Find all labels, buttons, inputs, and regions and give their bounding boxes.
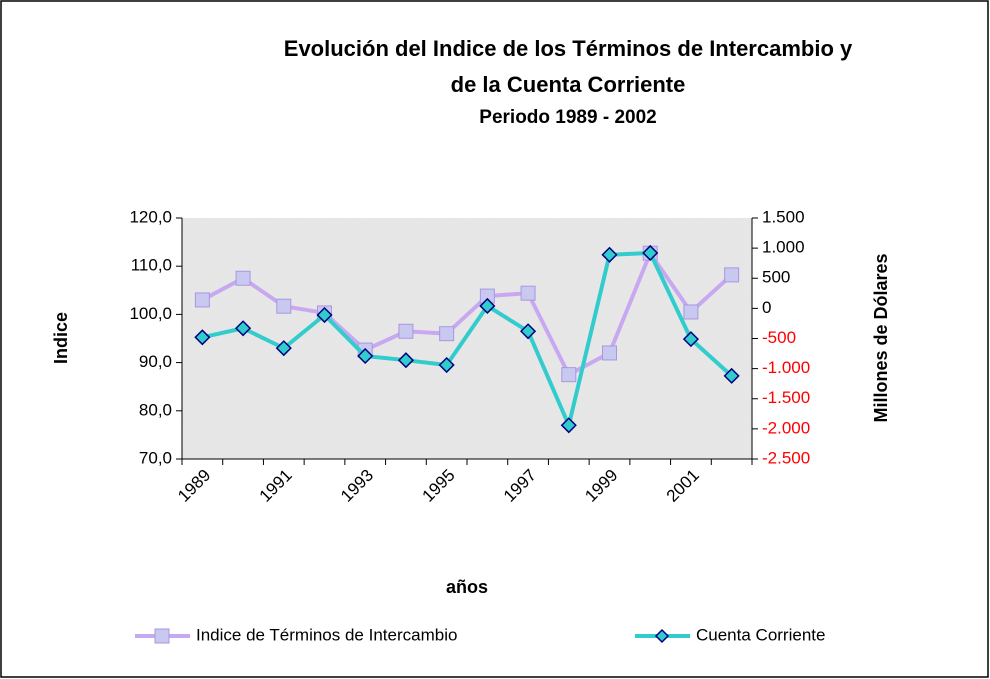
marker [194,329,211,346]
y2-tick-label: 1.500 [762,207,805,226]
marker [397,352,414,369]
marker [561,367,577,383]
y2-tick-label: -1.500 [762,388,810,407]
legend-label: Cuenta Corriente [696,625,825,644]
chart-subtitle: Periodo 1989 - 2002 [479,107,656,128]
marker [438,356,455,374]
marker [682,331,699,348]
marker [479,297,496,315]
y2-tick-label: 1.000 [762,238,805,257]
marker [398,323,414,339]
marker [316,306,333,324]
y-tick-label: 120,0 [129,207,172,226]
marker [723,367,740,384]
marker [276,298,292,314]
marker [642,244,659,262]
marker [235,320,252,337]
marker [194,292,210,308]
y2-tick-label: -1.000 [762,358,810,377]
marker [520,285,536,301]
y2-tick-label: -2.500 [762,448,810,467]
y2-axis-label: Millones de Dólares [871,253,891,422]
legend-marker [154,628,170,644]
marker [235,270,251,286]
y2-tick-label: 0 [762,298,771,317]
y2-tick-label: -500 [762,328,796,347]
y-axis-label: Indice [51,312,71,364]
y2-tick-label: 500 [762,268,790,287]
marker [439,326,455,342]
y-tick-label: 110,0 [131,256,172,275]
chart-title: de la Cuenta Corriente [451,72,686,97]
y-tick-label: 70,0 [139,448,172,467]
marker [560,417,577,434]
y-tick-label: 80,0 [139,400,172,419]
legend-label: Indice de Términos de Intercambio [196,625,457,644]
y-tick-label: 90,0 [139,352,172,371]
legend-marker [654,628,670,644]
y2-tick-label: -2.000 [762,418,810,437]
chart-title: Evolución del Indice de los Términos de … [284,36,853,61]
marker [602,345,617,361]
x-axis-label: años [446,577,488,597]
marker [683,304,699,320]
marker [601,246,618,263]
marker [724,267,740,283]
marker [275,340,292,357]
y-tick-label: 100,0 [129,304,172,323]
marker [357,347,374,365]
marker [520,323,537,340]
